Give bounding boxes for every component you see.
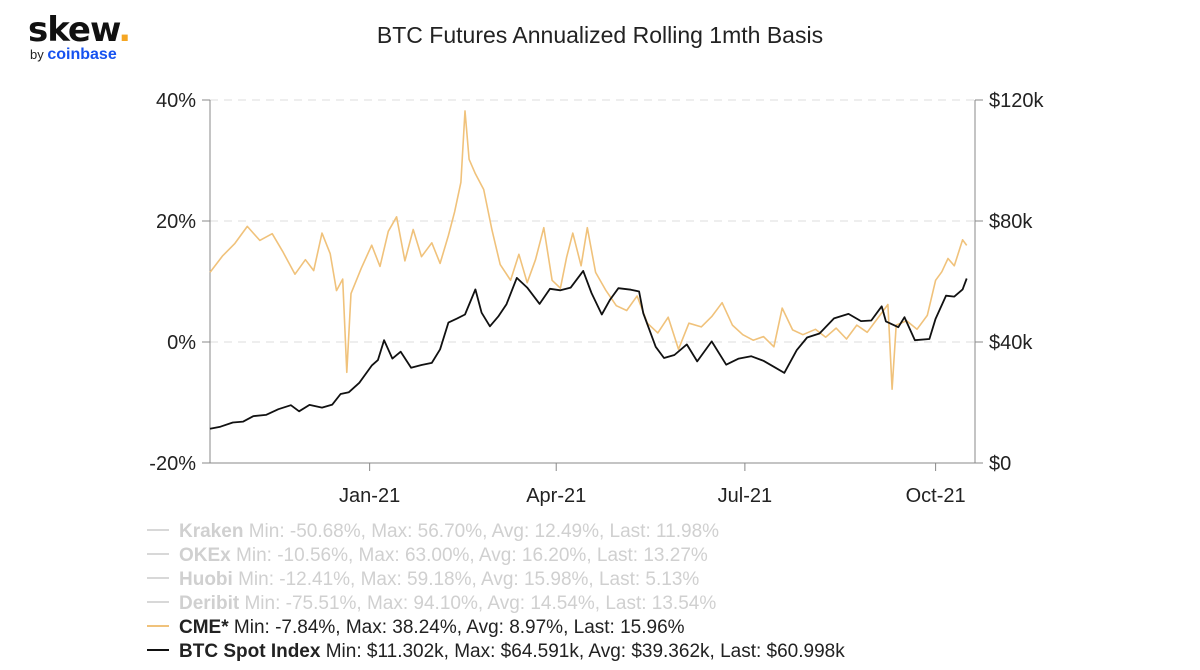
legend-item[interactable]: Deribit Min: -75.51%, Max: 94.10%, Avg: … — [147, 592, 845, 616]
logo-dot: . — [118, 10, 131, 50]
legend: Kraken Min: -50.68%, Max: 56.70%, Avg: 1… — [147, 520, 845, 664]
legend-item[interactable]: Kraken Min: -50.68%, Max: 56.70%, Avg: 1… — [147, 520, 845, 544]
legend-swatch — [147, 624, 169, 627]
logo-parent: coinbase — [47, 46, 117, 63]
series-line-cme — [209, 110, 968, 390]
series-line-btc-spot-index — [209, 270, 968, 430]
y-left-tick-label: -20% — [149, 453, 196, 475]
legend-swatch — [147, 552, 169, 555]
x-tick-label: Apr-21 — [526, 485, 586, 507]
axes — [202, 99, 983, 471]
legend-series-stats: Min: $11.302k, Max: $64.591k, Avg: $39.3… — [320, 641, 845, 662]
chart-title: BTC Futures Annualized Rolling 1mth Basi… — [376, 22, 824, 48]
legend-item[interactable]: CME* Min: -7.84%, Max: 38.24%, Avg: 8.97… — [147, 616, 845, 640]
legend-series-name: CME* — [179, 617, 229, 638]
legend-swatch — [147, 600, 169, 603]
legend-series-name: BTC Spot Index — [179, 641, 321, 662]
legend-swatch — [147, 528, 169, 531]
legend-series-stats: Min: -12.41%, Max: 59.18%, Avg: 15.98%, … — [232, 569, 700, 590]
legend-series-name: Deribit — [179, 593, 240, 614]
y-right-tick-label: $80k — [989, 211, 1033, 233]
y-left-tick-label: 0% — [167, 332, 196, 354]
legend-series-stats: Min: -50.68%, Max: 56.70%, Avg: 12.49%, … — [243, 521, 720, 542]
legend-series-stats: Min: -10.56%, Max: 63.00%, Avg: 16.20%, … — [230, 545, 708, 566]
legend-swatch — [147, 648, 169, 651]
legend-item[interactable]: BTC Spot Index Min: $11.302k, Max: $64.5… — [147, 640, 845, 664]
legend-series-stats: Min: -7.84%, Max: 38.24%, Avg: 8.97%, La… — [228, 617, 685, 638]
x-tick-label: Jan-21 — [339, 485, 400, 507]
logo-by: by — [30, 47, 44, 62]
tick-labels: -20% 0% 20% 40% $0 $40k $80k $120k Jan-21 Apr-21 J… — [149, 90, 1044, 507]
grid-lines — [210, 99, 975, 343]
legend-series-name: OKEx — [179, 545, 231, 566]
skew-logo: skew. by coinbase — [28, 10, 131, 64]
y-left-tick-label: 40% — [156, 90, 196, 112]
x-tick-label: Oct-21 — [906, 485, 966, 507]
legend-swatch — [147, 576, 169, 579]
y-right-tick-label: $0 — [989, 453, 1011, 475]
legend-series-stats: Min: -75.51%, Max: 94.10%, Avg: 14.54%, … — [239, 593, 717, 614]
logo-wordmark: skew — [28, 10, 119, 50]
legend-item[interactable]: OKEx Min: -10.56%, Max: 63.00%, Avg: 16.… — [147, 544, 845, 568]
legend-item[interactable]: Huobi Min: -12.41%, Max: 59.18%, Avg: 15… — [147, 568, 845, 592]
y-right-tick-label: $120k — [989, 90, 1044, 112]
y-right-tick-label: $40k — [989, 332, 1033, 354]
legend-series-name: Kraken — [179, 521, 244, 542]
y-left-tick-label: 20% — [156, 211, 196, 233]
legend-series-name: Huobi — [179, 569, 233, 590]
series-lines — [209, 110, 968, 430]
x-tick-label: Jul-21 — [718, 485, 772, 507]
